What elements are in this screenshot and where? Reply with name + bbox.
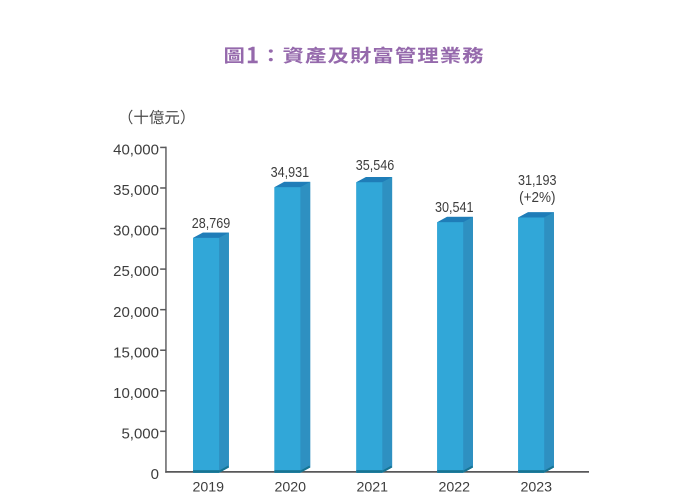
svg-text:2019: 2019 <box>193 480 225 496</box>
svg-text:40,000: 40,000 <box>113 142 159 159</box>
svg-text:25,000: 25,000 <box>113 263 159 280</box>
svg-text:2021: 2021 <box>357 480 389 496</box>
svg-text:30,000: 30,000 <box>113 223 159 240</box>
svg-text:15,000: 15,000 <box>113 344 159 361</box>
svg-text:0: 0 <box>151 466 159 483</box>
svg-text:2020: 2020 <box>275 480 307 496</box>
svg-text:2022: 2022 <box>439 480 471 496</box>
svg-text:5,000: 5,000 <box>121 425 159 442</box>
svg-text:(+2%): (+2%) <box>519 190 555 206</box>
svg-text:28,769: 28,769 <box>192 216 231 232</box>
svg-text:35,000: 35,000 <box>113 182 159 199</box>
svg-text:35,546: 35,546 <box>356 158 395 174</box>
svg-text:20,000: 20,000 <box>113 304 159 321</box>
svg-text:30,541: 30,541 <box>435 200 474 216</box>
svg-text:34,931: 34,931 <box>271 165 310 181</box>
svg-text:10,000: 10,000 <box>113 385 159 402</box>
svg-text:2023: 2023 <box>521 480 553 496</box>
svg-text:31,193: 31,193 <box>518 173 557 189</box>
